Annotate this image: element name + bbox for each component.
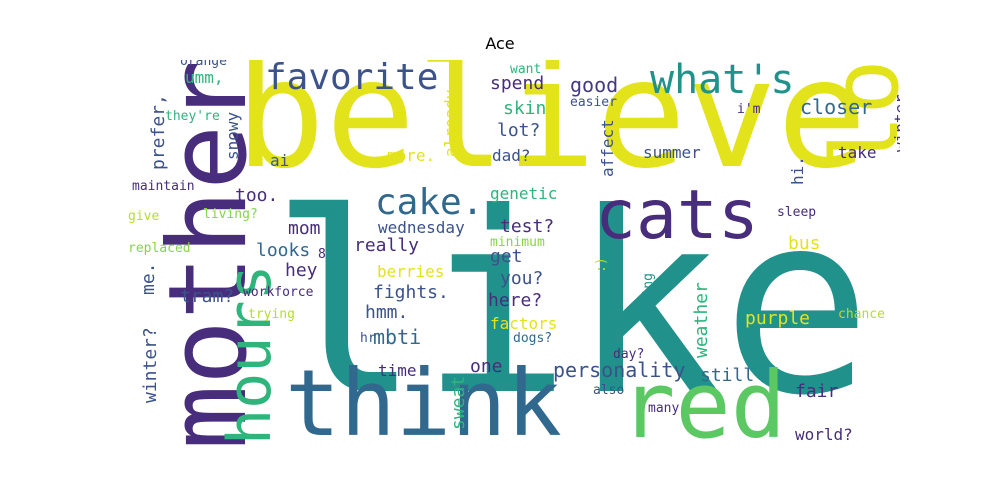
word-me: me. bbox=[138, 262, 159, 295]
word-dad: dad? bbox=[492, 146, 531, 165]
word-snowy: snowy bbox=[223, 111, 242, 160]
word-take: take bbox=[838, 143, 877, 162]
word-genetic: genetic bbox=[490, 184, 558, 203]
word-purple: purple bbox=[745, 308, 811, 329]
word-winter: winter. bbox=[891, 84, 900, 152]
word-mbti: mbti bbox=[373, 325, 422, 349]
word-dogs: dogs? bbox=[513, 331, 553, 346]
word-really: really bbox=[354, 235, 420, 256]
word-also: also bbox=[593, 383, 625, 398]
word-taking: taking bbox=[641, 273, 656, 320]
word-good: good bbox=[570, 73, 619, 97]
word-sleep: sleep bbox=[777, 205, 817, 220]
word-closer: closer bbox=[800, 95, 873, 119]
word-give: give bbox=[128, 209, 160, 224]
word-factors: factors bbox=[490, 314, 558, 333]
word-replaced: replaced bbox=[128, 241, 191, 256]
word-already: already bbox=[441, 89, 460, 157]
word-personality: personality bbox=[553, 358, 686, 382]
word-trying: trying bbox=[248, 307, 295, 322]
word-spend: spend bbox=[490, 73, 545, 94]
word-red: red bbox=[620, 352, 787, 451]
word-fights: fights. bbox=[373, 282, 449, 303]
word-time: time bbox=[378, 361, 417, 380]
word-still: still bbox=[700, 365, 755, 386]
word-get: get bbox=[490, 246, 523, 267]
word-cats: cats bbox=[595, 176, 759, 255]
word-mom: mom bbox=[288, 218, 321, 239]
word-im: i'm bbox=[737, 102, 761, 117]
word-here: here? bbox=[488, 290, 543, 311]
word-believe: believe bbox=[235, 60, 868, 202]
word-umm: umm, bbox=[185, 68, 224, 87]
word-like: like bbox=[270, 159, 873, 450]
word-chance: chance bbox=[838, 307, 885, 322]
word-skin: skin bbox=[503, 98, 547, 119]
word-prefer: prefer, bbox=[148, 94, 169, 170]
word-theyre: they're bbox=[165, 109, 220, 124]
word-orange: orange bbox=[180, 60, 227, 69]
word-easier: easier bbox=[570, 95, 617, 110]
word-looks: looks bbox=[256, 240, 311, 261]
word-minimum: minimum bbox=[490, 235, 545, 250]
word-affect: affect bbox=[598, 119, 617, 177]
word-maintain: maintain bbox=[132, 179, 195, 194]
word-winter: winter? bbox=[140, 327, 161, 403]
word-hr: hr bbox=[360, 331, 376, 346]
word-think: think bbox=[285, 350, 562, 450]
word-berries: berries bbox=[377, 262, 445, 281]
word-weather: weather bbox=[691, 282, 712, 358]
word-hey: hey bbox=[285, 260, 318, 281]
word-workforce: workforce bbox=[243, 285, 314, 300]
word-day: day? bbox=[613, 347, 645, 362]
word-too: too. bbox=[235, 185, 279, 206]
word-smiley: :) bbox=[594, 257, 609, 273]
word-hi: hi. bbox=[788, 156, 807, 185]
word-more: more. bbox=[387, 146, 436, 165]
word-test: test? bbox=[500, 216, 555, 237]
word-tram: tram? bbox=[180, 286, 235, 307]
word-sweat: sweat bbox=[448, 375, 469, 430]
word-hmm: hmm. bbox=[365, 302, 409, 323]
word-favorite: favorite bbox=[265, 60, 439, 98]
word-bus: bus bbox=[788, 233, 821, 254]
word-whats: what's bbox=[650, 60, 795, 103]
word-world: world? bbox=[795, 425, 853, 444]
figure-title: Ace bbox=[485, 34, 515, 53]
word-lot: lot? bbox=[497, 120, 541, 141]
word-cloud: likebelievemotherthinkredlovecatshourswh… bbox=[125, 60, 900, 450]
word-cake: cake. bbox=[375, 182, 484, 223]
word-one: one bbox=[470, 356, 503, 377]
word-fair: fair bbox=[795, 381, 839, 402]
word-living: living? bbox=[203, 207, 258, 222]
word-ai: ai bbox=[270, 151, 290, 170]
word-8: 8 bbox=[318, 247, 326, 262]
word-you: you? bbox=[500, 268, 544, 289]
word-wednesday: wednesday bbox=[378, 218, 465, 237]
word-summer: summer bbox=[643, 143, 701, 162]
word-many: many bbox=[648, 401, 680, 416]
word-want: want bbox=[510, 62, 542, 77]
